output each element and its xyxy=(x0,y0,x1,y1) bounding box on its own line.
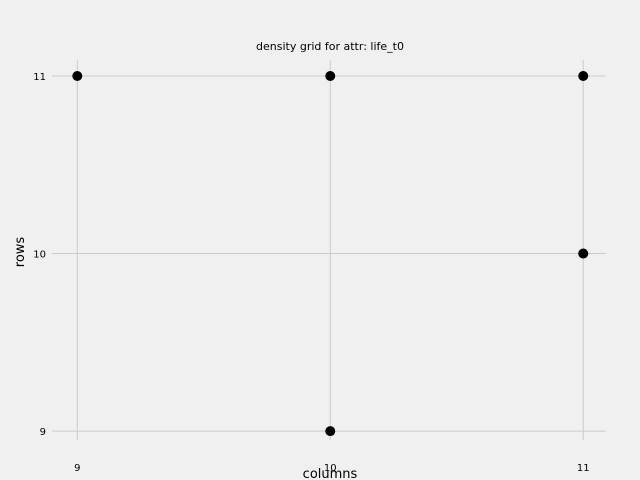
y-tick-label: 11 xyxy=(33,72,46,83)
y-axis-label: rows xyxy=(13,237,28,268)
data-point xyxy=(72,70,83,81)
x-tick-label: 11 xyxy=(577,463,590,474)
data-point xyxy=(578,248,589,259)
y-tick-label: 10 xyxy=(33,250,46,261)
chart-title: density grid for attr: life_t0 xyxy=(256,40,404,53)
x-axis-label: columns xyxy=(303,467,358,480)
y-tick-label: 9 xyxy=(40,427,46,438)
data-points xyxy=(72,70,589,437)
data-point xyxy=(578,70,589,81)
x-tick-label: 9 xyxy=(74,463,80,474)
tick-labels: 9 10 11 9 10 11 xyxy=(33,72,589,474)
data-point xyxy=(325,426,336,437)
grid-lines xyxy=(52,60,606,440)
x-tick-label: 10 xyxy=(324,463,337,474)
data-point xyxy=(325,70,336,81)
